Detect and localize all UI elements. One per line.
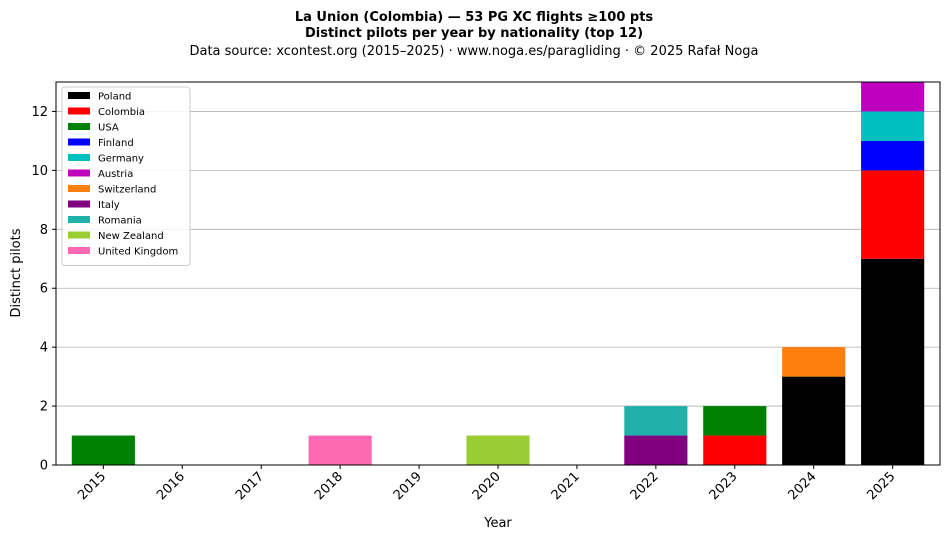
bar-segment (71, 435, 135, 465)
x-tick-label: 2025 (864, 469, 898, 503)
legend-entry-label: Romania (98, 216, 142, 227)
x-tick-label: 2022 (628, 469, 662, 503)
y-tick-label: 8 (40, 223, 48, 238)
bar-segment (782, 347, 846, 377)
bar-segment (624, 406, 688, 436)
x-axis-label: Year (483, 516, 512, 531)
chart-subtitle: Data source: xcontest.org (2015–2025) · … (189, 44, 758, 59)
chart-title-line1: La Union (Colombia) — 53 PG XC flights ≥… (295, 10, 654, 25)
bar-segment (782, 376, 846, 465)
legend-swatch (68, 138, 90, 146)
y-axis-label: Distinct pilots (9, 228, 24, 317)
legend-swatch (68, 123, 90, 130)
bar-segment (703, 435, 767, 465)
legend-entry-label: New Zealand (98, 231, 164, 242)
x-tick-label: 2019 (391, 469, 425, 503)
bar-segment (861, 82, 925, 112)
legend-swatch (68, 107, 90, 115)
y-tick-label: 2 (40, 400, 48, 415)
x-tick-label: 2024 (786, 469, 820, 503)
x-tick-label: 2016 (154, 469, 188, 503)
legend-entry-label: Finland (98, 138, 134, 149)
bar-segment (703, 406, 767, 436)
legend-swatch (68, 169, 90, 177)
y-tick-label: 0 (40, 459, 48, 474)
legend-swatch (68, 200, 90, 208)
chart-title-line2: Distinct pilots per year by nationality … (305, 26, 643, 41)
x-tick-label: 2023 (707, 469, 741, 503)
y-tick-label: 10 (31, 164, 48, 179)
legend-swatch (68, 185, 90, 192)
x-tick-label: 2021 (549, 469, 583, 503)
bar-segment (861, 140, 925, 171)
x-tick-label: 2020 (470, 469, 504, 503)
y-tick-label: 4 (40, 341, 48, 356)
y-tick-label: 12 (31, 105, 48, 120)
legend-entry-label: Italy (98, 200, 120, 211)
x-tick-label: 2015 (75, 469, 109, 503)
bar-segment (861, 111, 925, 141)
legend-entry-label: USA (98, 123, 119, 134)
bar-segment (861, 258, 925, 465)
legend-entry-label: United Kingdom (98, 247, 178, 258)
y-tick-label: 6 (40, 282, 48, 297)
grid-layer (56, 111, 940, 466)
bar-segment (624, 435, 688, 465)
bar-segment (308, 435, 372, 465)
legend-entry-label: Poland (98, 92, 131, 103)
legend-swatch (68, 216, 90, 223)
legend-swatch (68, 92, 90, 99)
bars-layer (71, 82, 925, 465)
legend-box (61, 86, 191, 266)
legend-swatch (68, 154, 90, 161)
legend: Poland Colombia USA Finland Germany Austria Sw… (61, 86, 191, 266)
legend-entry-label: Switzerland (98, 185, 156, 196)
bar-segment (861, 170, 925, 259)
legend-entry-label: Germany (98, 154, 144, 165)
x-tick-label: 2018 (312, 469, 346, 503)
bar-segment (466, 435, 530, 465)
legend-swatch (68, 231, 90, 239)
legend-entry-label: Colombia (98, 107, 145, 118)
x-tick-label: 2017 (233, 469, 267, 503)
legend-swatch (68, 247, 90, 254)
legend-entry-label: Austria (98, 169, 133, 180)
